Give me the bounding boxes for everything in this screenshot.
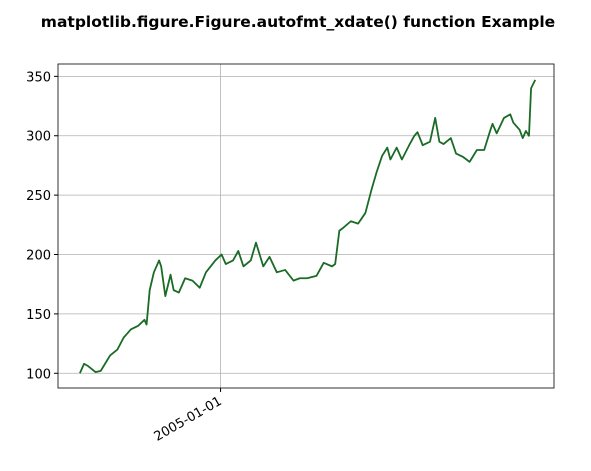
line-series: [79, 79, 537, 374]
y-tick-label: 250: [26, 189, 51, 204]
y-tick-label: 200: [26, 249, 51, 264]
y-tick-label: 300: [26, 130, 51, 145]
axes-frame: [57, 63, 555, 389]
chart-title: matplotlib.figure.Figure.autofmt_xdate()…: [41, 13, 555, 31]
y-tick-label: 350: [26, 70, 51, 85]
y-tick-label: 150: [26, 308, 51, 323]
y-tick-label: 100: [26, 367, 51, 382]
